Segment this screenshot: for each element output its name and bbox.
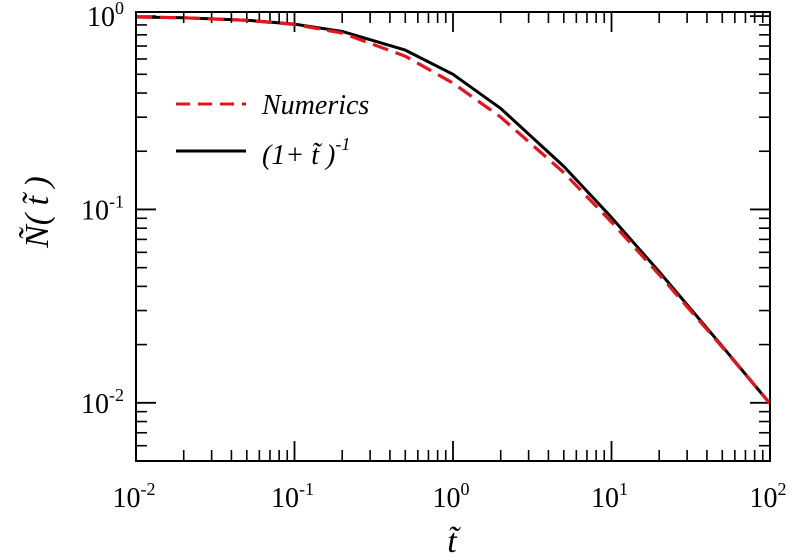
x-tick-label-exponent: 2 [778,479,787,499]
y-tick-label-exponent: -1 [109,191,124,211]
x-tick-label: 101 [591,479,628,514]
legend: Numerics (1+ t̃ )-1 [176,90,369,171]
series-line-analytic [135,15,772,405]
x-tick-label-exponent: -1 [299,479,314,499]
y-tick-label-base: 10 [87,2,115,33]
minor-ticks [136,12,770,461]
x-tick-label-exponent: 0 [461,479,470,499]
major-ticks [135,12,771,461]
x-axis-label: t̃ [447,523,461,559]
x-tick-label-exponent: 1 [619,479,628,499]
x-tick-label: 10-1 [271,479,314,514]
legend-label-analytic: (1+ t̃ )-1 [262,134,350,171]
x-tick-label: 102 [750,479,787,514]
x-tick-label-base: 10 [433,483,461,514]
y-tick-label: 10-2 [81,385,124,420]
plot-frame [135,11,771,462]
series-layer [135,15,772,405]
y-tick-label: 10-1 [81,191,124,226]
legend-label-analytic-main: (1+ t̃ ) [262,140,335,171]
legend-label-numerics: Numerics [261,90,369,121]
x-tick-label-base: 10 [271,483,299,514]
x-tick-label: 100 [433,479,470,514]
x-tick-label-base: 10 [750,483,778,514]
x-tick-label-base: 10 [113,483,141,514]
y-tick-label-base: 10 [81,389,109,420]
x-tick-label: 10-2 [113,479,156,514]
x-tick-label-base: 10 [591,483,619,514]
legend-label-analytic-exponent: -1 [335,134,350,154]
series-line-numerics [135,15,772,405]
y-axis-label: Ñ( t̃ ) [19,176,56,249]
y-tick-label-exponent: 0 [115,0,124,18]
x-tick-label-exponent: -2 [141,479,156,499]
y-tick-label-base: 10 [81,195,109,226]
y-tick-label: 100 [87,0,124,33]
y-tick-label-exponent: -2 [109,385,124,405]
